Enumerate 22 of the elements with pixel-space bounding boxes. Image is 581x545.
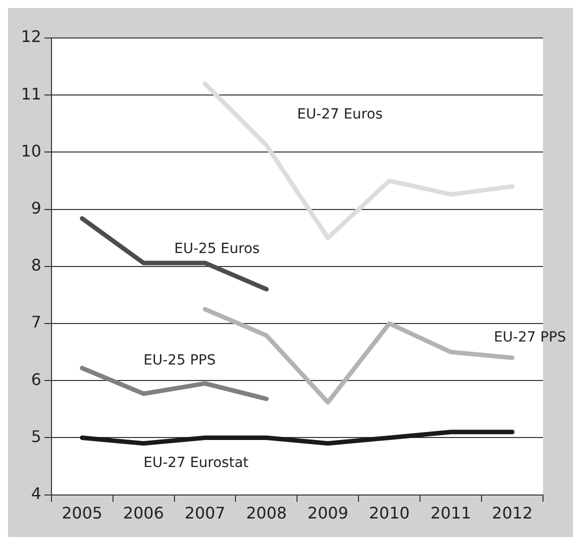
x-tick-label: 2011 xyxy=(430,504,472,523)
y-tick-label: 4 xyxy=(31,484,42,503)
x-tick-label: 2008 xyxy=(246,504,287,523)
y-tick-label: 8 xyxy=(31,256,42,275)
y-tick-label: 10 xyxy=(21,141,42,160)
series-label: EU-27 Eurostat xyxy=(144,455,250,472)
y-tick-label: 11 xyxy=(21,84,42,104)
series-label: EU-25 PPS xyxy=(144,352,216,368)
x-tick-label: 2012 xyxy=(492,504,533,523)
series-label: EU-25 Euros xyxy=(174,240,260,257)
y-tick-label: 7 xyxy=(31,312,42,332)
text: EU-27 Euros xyxy=(297,106,383,123)
x-tick-label: 2005 xyxy=(62,504,102,523)
x-tick-label: 2010 xyxy=(369,504,410,523)
x-tick-label: 2007 xyxy=(184,504,226,523)
y-tick-label: 12 xyxy=(21,27,42,46)
series-label: EU-27 PPS xyxy=(494,329,566,346)
y-tick-label: 6 xyxy=(31,370,42,389)
y-tick-label: 9 xyxy=(31,198,42,218)
x-tick-label: 2006 xyxy=(123,504,164,523)
x-tick-label: 2009 xyxy=(308,504,348,523)
y-tick-label: 5 xyxy=(31,426,42,446)
